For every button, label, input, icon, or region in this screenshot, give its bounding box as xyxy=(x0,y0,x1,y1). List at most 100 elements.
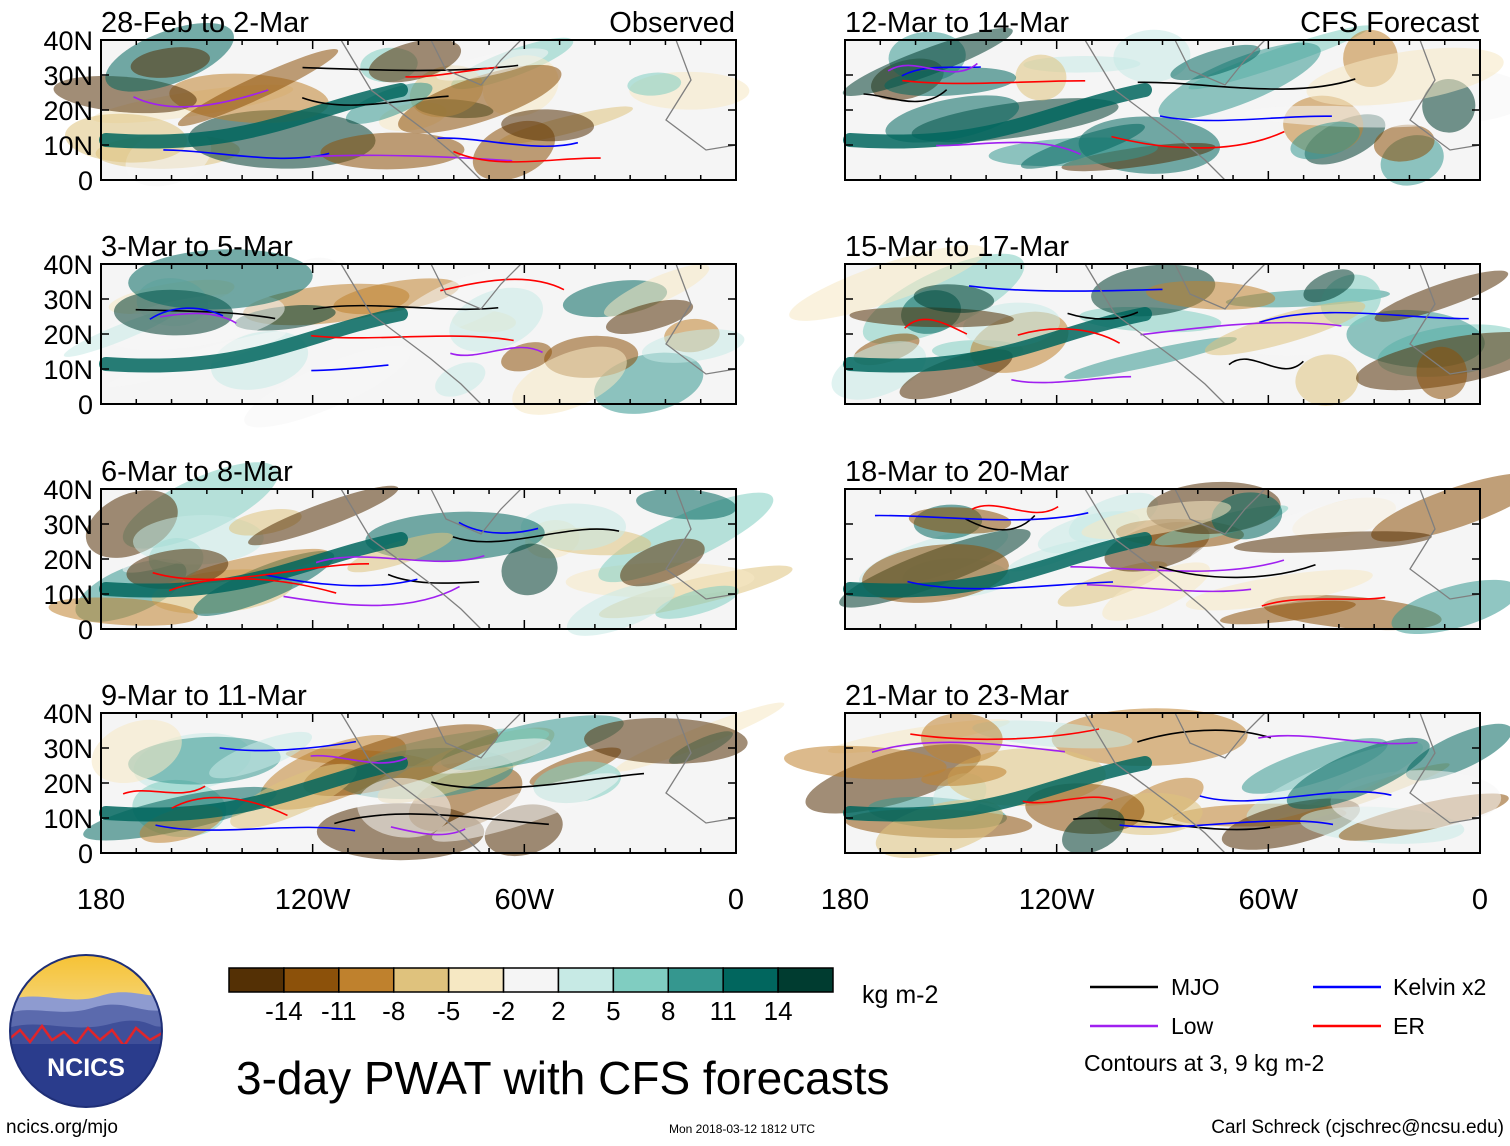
map-panel: 40N 30N 20N 10N 0 3-Mar to 5-Mar xyxy=(43,231,745,428)
panel-title: 21-Mar to 23-Mar xyxy=(845,680,1069,712)
coastline xyxy=(340,712,482,854)
wave-contours xyxy=(863,62,1356,156)
map-panel: 12-Mar to 14-Mar CFS Forecast xyxy=(842,7,1510,186)
colorbar-swatch xyxy=(612,967,670,993)
panel-title: 15-Mar to 17-Mar xyxy=(845,231,1069,263)
coastline xyxy=(1084,488,1226,630)
pwat-shading xyxy=(789,244,1510,406)
y-tick-label: 10N xyxy=(43,131,93,161)
wave-contours xyxy=(904,285,1469,384)
y-tick-label: 0 xyxy=(78,615,93,645)
colorbar-swatch xyxy=(283,967,340,993)
logo-text: NCICS xyxy=(47,1054,125,1082)
colorbar-tick-label: 11 xyxy=(710,996,737,1026)
pwat-shading xyxy=(783,708,1510,859)
footer-credit: Carl Schreck (cjschrec@ncsu.edu) xyxy=(1211,1117,1504,1138)
y-tick-label: 10N xyxy=(43,580,93,610)
wave-contours xyxy=(152,521,620,607)
x-tick-label: 120W xyxy=(275,884,351,916)
colorbar-units: kg m-2 xyxy=(862,981,938,1009)
colorbar: -14 -11 -8 -5 -2 2 5 8 11 14 kg m-2 xyxy=(228,967,938,1026)
map-panel: 15-Mar to 17-Mar xyxy=(789,231,1510,406)
x-tick-label: 60W xyxy=(1239,884,1299,916)
colorbar-tick-label: 8 xyxy=(661,996,675,1026)
x-tick-label: 0 xyxy=(1472,884,1488,916)
colorbar-swatch xyxy=(392,967,450,993)
coastline xyxy=(340,39,482,181)
legend-label-er: ER xyxy=(1393,1013,1425,1039)
pwat-shading xyxy=(839,473,1510,635)
panel-title: 12-Mar to 14-Mar xyxy=(845,7,1069,39)
legend-label-low: Low xyxy=(1171,1013,1214,1039)
wave-contours xyxy=(135,278,565,372)
x-tick-label: 0 xyxy=(728,884,744,916)
map-panel: 40N 30N 20N 10N 0 28-Feb to 2-Mar Observed xyxy=(43,7,750,196)
colorbar-tick-label: -14 xyxy=(265,996,303,1026)
colorbar-swatch xyxy=(447,967,505,993)
x-tick-label: 60W xyxy=(495,884,555,916)
y-tick-label: 10N xyxy=(43,804,93,834)
legend-label-kelvin: Kelvin x2 xyxy=(1393,974,1486,1000)
pwat-shading xyxy=(48,462,793,636)
y-tick-label: 20N xyxy=(43,320,93,350)
wave-contours xyxy=(133,64,601,163)
y-tick-label: 30N xyxy=(43,734,93,764)
y-tick-label: 40N xyxy=(43,699,93,729)
panel-title: 6-Mar to 8-Mar xyxy=(101,456,293,488)
colorbar-swatch xyxy=(228,967,285,993)
panel-title: 3-Mar to 5-Mar xyxy=(101,231,293,263)
colorbar-tick-label: 2 xyxy=(551,996,565,1026)
colorbar-tick-label: 5 xyxy=(606,996,620,1026)
y-tick-label: 0 xyxy=(78,839,93,869)
chart-title: 3-day PWAT with CFS forecasts xyxy=(236,1052,890,1104)
colorbar-swatch xyxy=(667,967,724,993)
y-tick-label: 0 xyxy=(78,166,93,196)
colorbar-swatch xyxy=(338,967,395,993)
coastline xyxy=(340,488,482,630)
colorbar-swatch xyxy=(557,967,615,993)
map-panel: 40N 30N 20N 10N 0 6-Mar to 8-Mar xyxy=(43,456,793,645)
wave-contours xyxy=(122,740,645,836)
coastline xyxy=(1084,39,1226,181)
colorbar-tick-label: -11 xyxy=(321,996,357,1026)
y-tick-label: 0 xyxy=(78,390,93,420)
y-tick-label: 40N xyxy=(43,26,93,56)
colorbar-swatch xyxy=(777,967,834,993)
map-panel: 40N 30N 20N 10N 0 9-Mar to 11-Mar xyxy=(43,680,785,869)
map-panel: 21-Mar to 23-Mar xyxy=(783,680,1510,859)
wave-contours xyxy=(871,728,1418,831)
y-tick-label: 20N xyxy=(43,96,93,126)
panel-title: 28-Feb to 2-Mar xyxy=(101,7,309,39)
colorbar-tick-label: -2 xyxy=(492,996,515,1026)
coastline xyxy=(1084,712,1226,854)
colorbar-tick-label: -8 xyxy=(382,996,405,1026)
map-panel: 18-Mar to 20-Mar xyxy=(839,456,1510,635)
coastline xyxy=(1084,263,1226,405)
panel-title: 9-Mar to 11-Mar xyxy=(101,680,307,712)
y-tick-label: 30N xyxy=(43,61,93,91)
coastline xyxy=(340,263,482,405)
y-tick-label: 40N xyxy=(43,250,93,280)
panel-title: 18-Mar to 20-Mar xyxy=(845,456,1069,488)
x-tick-label: 180 xyxy=(77,884,125,916)
y-tick-label: 40N xyxy=(43,475,93,505)
ncics-logo: NCICS xyxy=(9,954,163,1108)
footer-link[interactable]: ncics.org/mjo xyxy=(6,1117,118,1138)
wave-contours xyxy=(874,504,1386,607)
legend-note: Contours at 3, 9 kg m-2 xyxy=(1084,1050,1324,1076)
colorbar-swatch xyxy=(502,967,560,993)
y-tick-label: 20N xyxy=(43,769,93,799)
y-tick-label: 30N xyxy=(43,285,93,315)
footer-timestamp: Mon 2018-03-12 1812 UTC xyxy=(669,1122,815,1136)
x-tick-label: 180 xyxy=(821,884,869,916)
colorbar-swatch xyxy=(722,967,779,993)
column-label: CFS Forecast xyxy=(1300,7,1479,39)
y-tick-label: 20N xyxy=(43,545,93,575)
x-tick-label: 120W xyxy=(1019,884,1095,916)
colorbar-tick-label: 14 xyxy=(764,996,793,1026)
legend-label-mjo: MJO xyxy=(1171,974,1220,1000)
y-tick-label: 30N xyxy=(43,510,93,540)
column-label: Observed xyxy=(609,7,735,39)
colorbar-tick-label: -5 xyxy=(437,996,460,1026)
